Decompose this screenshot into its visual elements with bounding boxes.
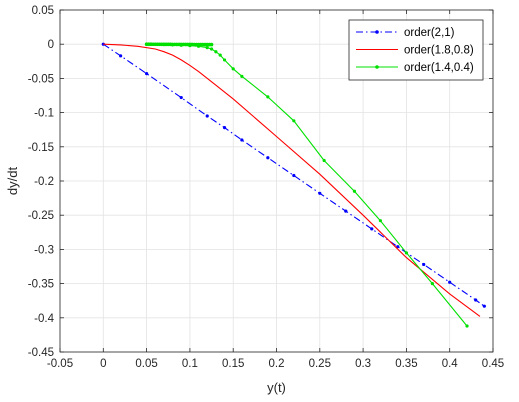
y-tick-label: -0.4	[34, 313, 54, 325]
x-tick-label: -0.05	[47, 358, 73, 370]
legend-label: order(2,1)	[404, 27, 455, 39]
data-point	[209, 47, 214, 51]
y-tick-label: -0.2	[34, 176, 54, 188]
data-point	[222, 58, 227, 62]
data-point	[292, 119, 296, 123]
data-point	[266, 156, 270, 160]
data-point	[430, 282, 434, 286]
data-point	[214, 50, 218, 54]
data-point	[222, 126, 227, 130]
data-point	[322, 158, 326, 163]
legend: order(2,1) order(1.8,0.8) order(1.4,0.4)	[348, 19, 484, 81]
data-point	[119, 54, 123, 58]
data-point	[218, 53, 222, 57]
data-point	[482, 304, 486, 308]
y-tick-label: -0.45	[28, 347, 54, 359]
y-tick-label: -0.25	[28, 210, 54, 222]
data-point	[448, 280, 452, 284]
data-point	[145, 72, 149, 76]
data-point	[404, 251, 408, 255]
legend-marker	[375, 65, 379, 69]
series-2	[144, 42, 469, 328]
legend-label: order(1.8,0.8)	[404, 45, 474, 57]
x-tick-label: 0.05	[135, 358, 157, 370]
legend-marker	[375, 30, 379, 34]
legend-label: order(1.4,0.4)	[404, 62, 474, 74]
series-1	[103, 43, 481, 317]
x-tick-label: 0	[100, 358, 106, 370]
x-tick-label: 0.4	[442, 358, 459, 370]
y-tick-label: 0	[48, 39, 54, 51]
data-point	[318, 191, 322, 195]
x-tick-label: 0.1	[182, 358, 198, 370]
data-point	[465, 324, 469, 328]
x-tick-label: 0.2	[269, 358, 285, 370]
data-point	[231, 67, 235, 71]
data-point	[344, 209, 348, 213]
y-tick-label: -0.15	[28, 142, 54, 154]
x-tick-label: 0.45	[482, 358, 504, 370]
data-point	[205, 114, 209, 118]
data-point	[422, 262, 426, 267]
data-point	[179, 95, 183, 100]
data-point	[396, 245, 400, 249]
y-axis-label: dy/dt	[5, 167, 20, 196]
data-point	[352, 189, 357, 193]
y-tick-label: -0.3	[34, 244, 54, 256]
series-line	[103, 43, 481, 317]
y-tick-label: 0.05	[32, 5, 54, 17]
data-point	[266, 95, 270, 99]
x-tick-label: 0.15	[222, 358, 244, 370]
legend-box	[348, 19, 484, 81]
data-point	[240, 74, 244, 78]
y-tick-label: -0.1	[34, 108, 54, 120]
data-point	[292, 173, 296, 178]
data-point	[474, 298, 478, 302]
data-point	[205, 46, 209, 50]
data-point	[370, 227, 374, 231]
y-tick-label: -0.35	[28, 279, 54, 291]
data-point	[240, 138, 244, 142]
axis-ticks: -0.05 0 0.05 0.1 0.15 0.2 0.25 0.3 0.35 0.4 0.45 0.…	[28, 5, 504, 370]
y-tick-label: -0.05	[28, 73, 54, 85]
x-tick-label: 0.25	[309, 358, 331, 370]
data-point	[209, 42, 214, 47]
data-point	[378, 219, 383, 223]
series-0	[101, 42, 486, 308]
x-tick-label: 0.35	[395, 358, 417, 370]
series-group	[101, 42, 486, 328]
x-tick-label: 0.3	[355, 358, 371, 370]
x-axis-label: y(t)	[267, 380, 286, 395]
